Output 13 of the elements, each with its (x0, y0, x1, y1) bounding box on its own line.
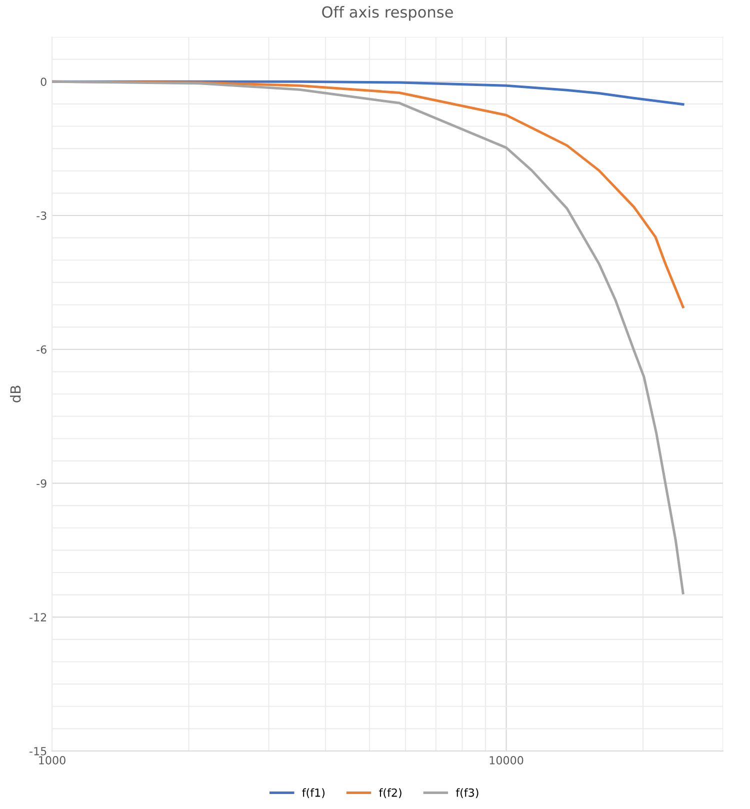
legend-label: f(f2) (379, 788, 402, 798)
legend-label: f(f1) (302, 788, 324, 798)
y-tick-label: -6 (36, 345, 46, 354)
y-axis-title: dB (10, 386, 21, 402)
y-tick-label: -9 (36, 479, 46, 488)
y-tick-label: -12 (30, 613, 46, 622)
y-tick-label: -3 (36, 211, 46, 220)
y-tick-label: 0 (40, 78, 46, 86)
chart-title: Off axis response (322, 6, 453, 21)
y-tick-label: -15 (30, 747, 46, 756)
x-tick-label: 1000 (39, 756, 66, 764)
legend-label: f(f3) (456, 788, 478, 798)
x-tick-label: 10000 (490, 756, 524, 764)
